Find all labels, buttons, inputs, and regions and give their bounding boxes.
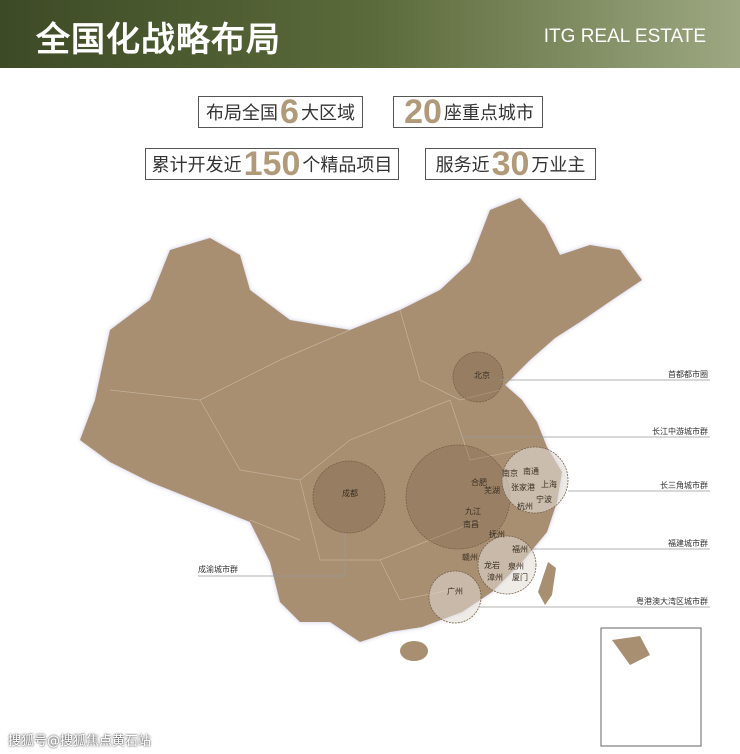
city-zhangzhou: 漳州 — [487, 572, 503, 582]
leader-lines — [198, 379, 710, 608]
stat-text: 座重点城市 — [443, 103, 534, 124]
city-shanghai: 上海 — [541, 479, 557, 489]
south-sea-inset — [600, 627, 702, 747]
stat-text: 服务近 — [435, 155, 490, 176]
city-ningbo: 宁波 — [536, 494, 552, 504]
city-longyan: 龙岩 — [484, 560, 500, 570]
stat-number: 150 — [243, 145, 301, 183]
province-borders — [109, 309, 521, 601]
stat-text: 累计开发近 — [151, 155, 242, 176]
city-hangzhou: 杭州 — [517, 501, 533, 511]
city-hefei: 合肥 — [471, 477, 487, 487]
region-circles — [312, 351, 569, 624]
stat-regions: 布局全国 6 大区域 — [198, 93, 363, 131]
stat-owners: 服务近 30 万业主 — [425, 145, 596, 183]
city-guangzhou: 广州 — [447, 586, 463, 596]
city-chengdu: 成都 — [342, 488, 358, 498]
taiwan-island — [538, 562, 556, 605]
city-jiujiang: 九江 — [465, 507, 481, 516]
hainan-island — [400, 641, 428, 661]
region-label-chengyu: 成渝城市群 — [198, 565, 238, 574]
stat-number: 20 — [404, 93, 442, 131]
stat-projects: 累计开发近 150 个精品项目 — [145, 145, 399, 183]
header-banner: 全国化战略布局 ITG REAL ESTATE — [0, 0, 740, 68]
city-fuzhou-jx: 抚州 — [489, 529, 505, 539]
region-label-yangtze-delta: 长三角城市群 — [660, 481, 708, 490]
city-xiamen: 厦门 — [512, 572, 528, 582]
region-label-yangtze-middle: 长江中游城市群 — [652, 427, 708, 436]
city-ganzhou: 赣州 — [462, 552, 478, 562]
brand-name: ITG REAL ESTATE — [543, 26, 706, 47]
city-nantong: 南通 — [523, 466, 539, 476]
page-title: 全国化战略布局 — [36, 20, 281, 60]
mainland-shape — [80, 198, 642, 642]
region-label-greater-bay: 粤港澳大湾区城市群 — [636, 597, 708, 606]
stat-cities: 20 座重点城市 — [393, 93, 543, 131]
city-fuzhou: 福州 — [512, 545, 528, 554]
stat-text: 个精品项目 — [302, 155, 393, 176]
stat-number: 6 — [280, 93, 299, 131]
city-wuhu: 芜湖 — [484, 485, 500, 495]
city-nanjing: 南京 — [502, 468, 518, 478]
region-label-fujian: 福建城市群 — [668, 539, 708, 548]
stat-text: 布局全国 — [206, 103, 279, 124]
region-label-capital: 首都都市圈 — [668, 370, 708, 379]
city-nanchang: 南昌 — [463, 519, 479, 529]
stat-number: 30 — [491, 145, 530, 183]
city-labels: 北京 成都 南京 南通 合肥 芜湖 张家港 上海 宁波 杭州 九江 南昌 抚州 … — [342, 370, 557, 596]
watermark: 搜狐号@搜狐焦点黄石站 — [8, 734, 152, 749]
city-quanzhou: 泉州 — [508, 561, 524, 571]
stat-text: 大区域 — [300, 103, 355, 124]
city-zhangjiagang: 张家港 — [511, 482, 535, 492]
stat-text: 万业主 — [531, 155, 586, 176]
city-beijing: 北京 — [474, 370, 490, 380]
